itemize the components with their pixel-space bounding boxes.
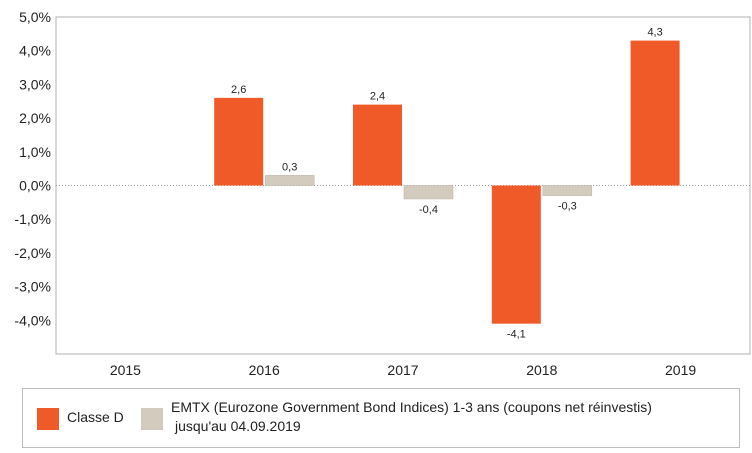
legend: Classe D EMTX (Eurozone Government Bond … (22, 388, 740, 448)
y-tick-label: 4,0% (19, 43, 51, 59)
x-tick-label: 2017 (387, 362, 418, 378)
data-label: 2,6 (231, 84, 246, 96)
legend-item-emtx: EMTX (Eurozone Government Bond Indices) … (141, 398, 652, 436)
bar-emtx-2017 (403, 185, 454, 200)
y-tick-label: -4,0% (14, 312, 51, 328)
legend-label-classe-d: Classe D (67, 409, 124, 425)
bar-classe-d-2019 (630, 40, 680, 186)
y-tick-label: 3,0% (19, 76, 51, 92)
y-tick-label: -1,0% (14, 211, 51, 227)
bar-classe-d-2017 (353, 104, 402, 186)
y-tick-label: 2,0% (19, 110, 51, 126)
data-label: -4,1 (507, 329, 526, 341)
legend-label-emtx-line1: EMTX (Eurozone Government Bond Indices) … (171, 399, 652, 415)
bar-classe-d-2018 (491, 185, 541, 324)
x-tick-label: 2019 (665, 362, 696, 378)
y-tick-label: -2,0% (14, 245, 51, 261)
legend-item-classe-d: Classe D (37, 408, 124, 430)
legend-label-emtx-line2: jusqu'au 04.09.2019 (175, 418, 301, 434)
data-label: 2,4 (370, 91, 385, 103)
x-tick-label: 2015 (110, 362, 141, 378)
bar-classe-d-2016 (214, 97, 264, 186)
y-tick-label: -3,0% (14, 279, 51, 295)
bar-chart: 5,0% 4,0% 3,0% 2,0% 1,0% 0,0% -1,0% -2,0% -3,0% -… (14, 9, 751, 378)
bar-emtx-2016 (264, 175, 315, 186)
legend-swatch-emtx (141, 408, 163, 430)
y-tick-label: 5,0% (19, 9, 51, 25)
data-label: -0,4 (419, 204, 438, 216)
data-label: 4,3 (647, 27, 662, 39)
bar-emtx-2018 (542, 185, 593, 196)
legend-swatch-classe-d (37, 408, 59, 430)
x-tick-label: 2016 (249, 362, 280, 378)
y-tick-label: 1,0% (19, 144, 51, 160)
data-label: 0,3 (282, 161, 297, 173)
y-tick-label: 0,0% (19, 178, 51, 194)
x-tick-label: 2018 (526, 362, 557, 378)
data-label: -0,3 (558, 201, 577, 213)
